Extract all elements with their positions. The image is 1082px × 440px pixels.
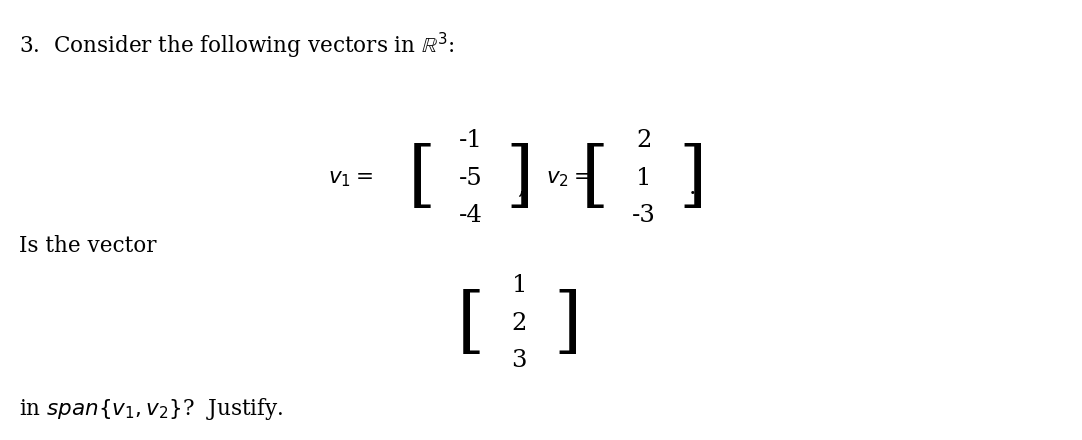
Text: -5: -5 [459,167,483,190]
Text: -4: -4 [459,204,483,227]
Text: 1: 1 [512,275,527,297]
Text: Is the vector: Is the vector [19,235,157,257]
Text: ,: , [517,176,525,198]
Text: 1: 1 [636,167,651,190]
Text: $v_2 =$: $v_2 =$ [546,167,591,189]
Text: ]: ] [505,143,533,213]
Text: ]: ] [678,143,707,213]
Text: .: . [689,176,697,198]
Text: ]: ] [554,288,582,359]
Text: $v_1 =$: $v_1 =$ [329,167,373,189]
Text: [: [ [408,143,436,213]
Text: [: [ [457,288,485,359]
Text: -1: -1 [459,129,483,152]
Text: 3: 3 [512,349,527,372]
Text: in $\mathit{span}\{v_1, v_2\}$?  Justify.: in $\mathit{span}\{v_1, v_2\}$? Justify. [19,396,283,422]
Text: [: [ [581,143,609,213]
Text: 2: 2 [636,129,651,152]
Text: 3.  Consider the following vectors in $\mathbb{R}^3$:: 3. Consider the following vectors in $\m… [19,31,456,61]
Text: -3: -3 [632,204,656,227]
Text: 2: 2 [512,312,527,335]
